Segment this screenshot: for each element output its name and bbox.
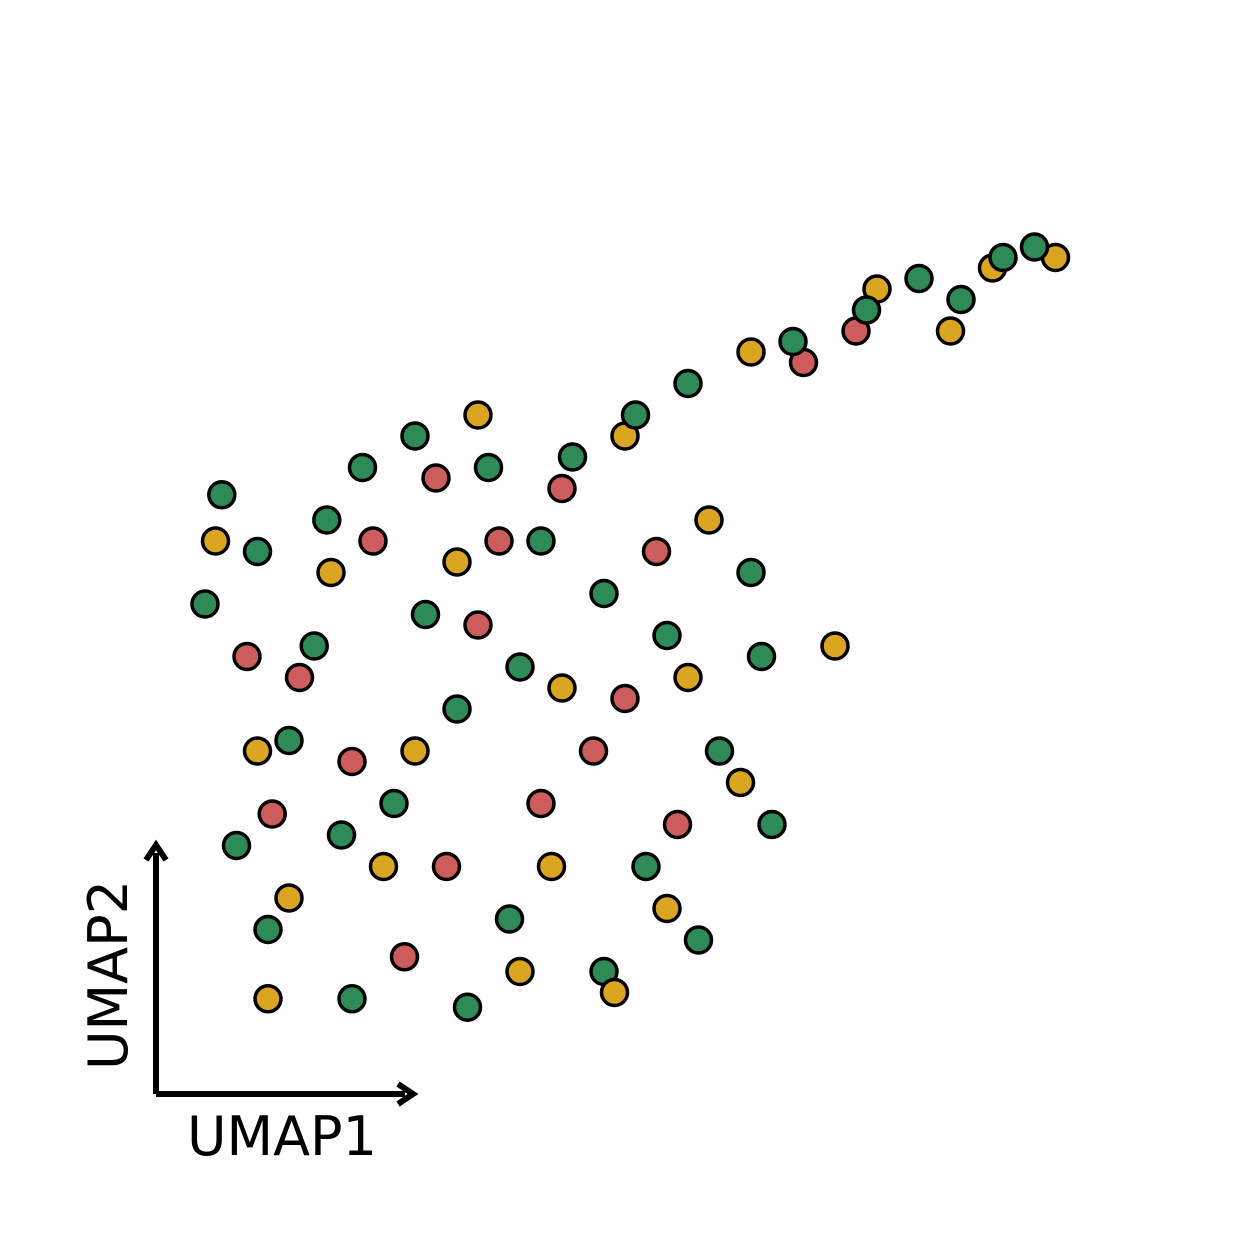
scatter-point-red: [662, 809, 693, 840]
scatter-point-red: [232, 641, 262, 672]
umap-axis-indicator: [143, 839, 419, 1107]
scatter-point-gold: [505, 956, 535, 987]
scatter-point-green: [904, 263, 934, 294]
scatter-point-green: [526, 526, 556, 556]
scatter-point-red: [389, 942, 420, 972]
scatter-point-green: [274, 725, 304, 756]
scatter-point-green: [683, 925, 714, 955]
scatter-point-green: [442, 694, 472, 724]
scatter-point-green: [337, 984, 367, 1014]
scatter-point-green: [652, 620, 682, 651]
scatter-point-green: [1019, 232, 1050, 262]
scatter-point-gold: [368, 851, 399, 882]
scatter-point-green: [400, 421, 430, 451]
scatter-point-green: [988, 242, 1018, 273]
scatter-point-green: [312, 505, 342, 535]
scatter-point-gold: [316, 557, 346, 588]
scatter-point-red: [641, 536, 672, 567]
scatter-points: [190, 232, 1071, 1022]
scatter-point-green: [221, 830, 252, 861]
scatter-point-gold: [694, 505, 724, 535]
scatter-point-gold: [536, 851, 567, 882]
scatter-point-green: [631, 851, 661, 882]
scatter-point-gold: [652, 893, 682, 924]
umap2-arrowhead: [143, 839, 169, 862]
scatter-point-gold: [463, 400, 493, 430]
scatter-point-green: [589, 578, 619, 609]
scatter-point-red: [337, 746, 367, 777]
scatter-point-gold: [253, 984, 283, 1014]
scatter-point-green: [242, 536, 273, 567]
scatter-point-gold: [547, 673, 577, 703]
scatter-point-red: [578, 736, 609, 766]
scatter-point-green: [299, 631, 329, 661]
y-axis-label: UMAP2: [77, 880, 140, 1070]
scatter-point-red: [547, 473, 577, 504]
scatter-point-green: [253, 914, 283, 945]
scatter-point-green: [473, 452, 504, 483]
scatter-point-gold: [200, 526, 231, 556]
scatter-point-red: [463, 610, 493, 640]
scatter-point-green: [326, 820, 357, 850]
umap1-arrowhead: [396, 1081, 419, 1107]
scatter-point-gold: [725, 767, 756, 798]
scatter-point-green: [673, 368, 703, 399]
scatter-point-green: [704, 736, 735, 766]
scatter-point-red: [284, 662, 315, 693]
scatter-point-green: [347, 452, 378, 483]
scatter-point-gold: [242, 736, 273, 766]
scatter-point-gold: [673, 662, 703, 693]
scatter-point-green: [620, 400, 651, 430]
x-axis-label: UMAP1: [187, 1105, 377, 1168]
scatter-point-green: [410, 599, 441, 630]
scatter-point-red: [257, 799, 287, 829]
scatter-point-gold: [400, 736, 430, 766]
scatter-point-red: [526, 788, 556, 819]
scatter-point-red: [610, 683, 640, 714]
scatter-point-green: [851, 295, 882, 325]
scatter-point-red: [484, 526, 514, 556]
scatter-point-green: [736, 557, 766, 588]
scatter-point-green: [757, 809, 787, 840]
scatter-point-red: [431, 851, 462, 882]
scatter-point-green: [379, 788, 409, 819]
scatter-point-red: [358, 526, 388, 556]
scatter-point-gold: [820, 631, 850, 661]
scatter-point-green: [778, 326, 808, 357]
scatter-point-gold: [442, 547, 472, 577]
scatter-point-green: [946, 284, 976, 315]
scatter-point-green: [505, 652, 535, 682]
scatter-point-gold: [274, 883, 304, 913]
scatter-point-red: [421, 463, 451, 493]
scatter-point-green: [494, 904, 525, 934]
scatter-point-green: [452, 992, 483, 1022]
scatter-point-gold: [736, 337, 766, 367]
scatter-point-gold: [935, 316, 966, 346]
scatter-point-green: [190, 589, 220, 619]
scatter-point-green: [207, 480, 237, 510]
scatter-point-gold: [599, 977, 630, 1008]
scatter-point-green: [746, 641, 777, 672]
scatter-point-green: [557, 442, 588, 472]
